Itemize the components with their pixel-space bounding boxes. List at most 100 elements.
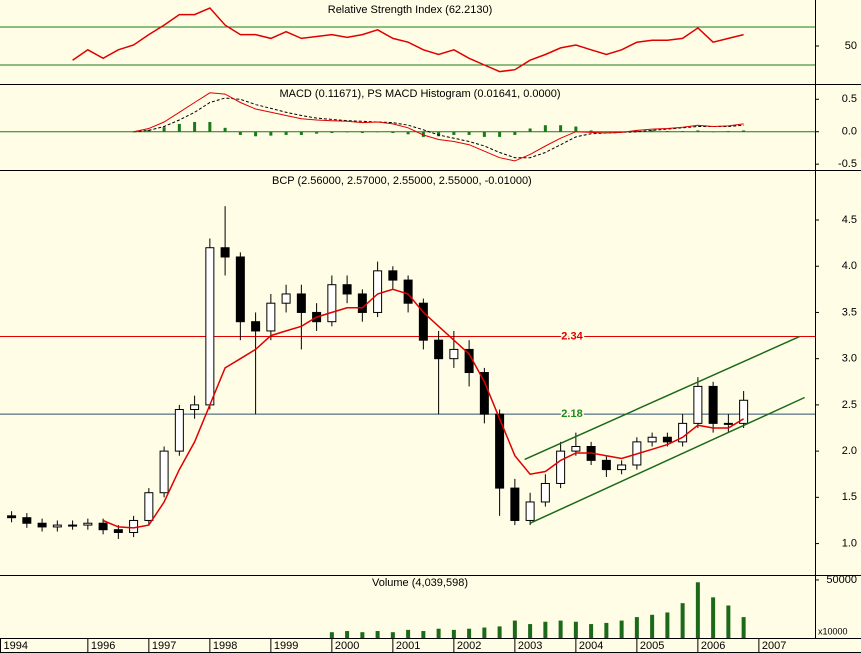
volume-bar — [711, 597, 716, 638]
candle-body — [403, 279, 413, 304]
y-tick-label: 4.5 — [842, 214, 857, 226]
candle-body — [571, 445, 581, 452]
histogram-bar — [223, 127, 227, 132]
y-tick-label: -0.5 — [838, 158, 857, 170]
y-tick-label: 0.0 — [842, 126, 857, 138]
histogram-bar — [269, 131, 273, 136]
candle-body — [129, 519, 139, 533]
histogram-bar — [681, 131, 685, 132]
signal-line — [133, 97, 744, 159]
volume-bar — [741, 617, 746, 638]
histogram-bar — [467, 131, 471, 135]
histogram-bar — [315, 131, 319, 134]
histogram-bar — [406, 131, 410, 135]
candle-body — [373, 270, 383, 313]
histogram-bar — [513, 131, 517, 135]
histogram-bar — [726, 131, 730, 132]
candle-body — [296, 293, 306, 313]
y-tick-label: 50 — [845, 40, 857, 52]
histogram-bar — [482, 131, 486, 137]
histogram-bar — [193, 121, 197, 132]
volume-bar — [467, 628, 472, 638]
histogram-bar — [437, 131, 441, 137]
volume-bar — [406, 629, 411, 638]
histogram-bar — [208, 121, 212, 132]
candle-body — [510, 487, 520, 521]
candle-body — [266, 302, 276, 332]
volume-bar — [589, 624, 594, 638]
x-tick-label: 1997 — [152, 640, 176, 652]
candle-body — [540, 482, 550, 503]
candle-body — [357, 293, 367, 313]
histogram-bar — [543, 125, 547, 132]
histogram-bar — [528, 128, 532, 132]
rsi-line — [72, 7, 744, 73]
volume-bar — [345, 631, 350, 638]
candle-body — [7, 515, 17, 519]
candle-body — [83, 522, 93, 526]
volume-bar — [390, 632, 395, 638]
candle-body — [342, 284, 352, 295]
x-tick-label: 1998 — [213, 640, 237, 652]
histogram-bar — [177, 123, 181, 132]
channel-line — [524, 335, 801, 461]
volume-bar — [619, 620, 624, 638]
histogram-bar — [498, 131, 502, 137]
candle-body — [98, 522, 108, 531]
y-tick-label: 1.0 — [842, 537, 857, 549]
volume-bar — [726, 605, 731, 638]
volume-bar — [558, 620, 563, 638]
volume-bar — [695, 582, 700, 638]
candle-body — [708, 385, 718, 424]
candle-body — [647, 436, 657, 443]
y-tick-label: 4.0 — [842, 260, 857, 272]
candle-body — [174, 409, 184, 452]
volume-bar — [360, 632, 365, 638]
y-tick-label: 3.0 — [842, 353, 857, 365]
histogram-bar — [299, 131, 303, 135]
x-tick-label: 2006 — [701, 640, 725, 652]
y-tick-label: 3.5 — [842, 306, 857, 318]
histogram-bar — [711, 131, 715, 133]
candle-body — [205, 247, 215, 406]
candle-body — [68, 524, 78, 527]
volume-bar — [436, 628, 441, 638]
volume-bar — [512, 620, 517, 638]
candle-body — [449, 348, 459, 360]
volume-bar — [650, 614, 655, 638]
candle-body — [190, 404, 200, 411]
x-tick-label: 2000 — [335, 640, 359, 652]
candle-body — [495, 413, 505, 489]
candle-body — [723, 422, 733, 425]
candle-body — [327, 284, 337, 323]
y-tick-label: 1.5 — [842, 491, 857, 503]
candle-body — [113, 529, 123, 533]
unit-label: x10000 — [818, 626, 848, 636]
candle-body — [434, 339, 444, 360]
histogram-bar — [574, 126, 578, 132]
histogram-bar — [238, 131, 242, 135]
candle-body — [601, 459, 611, 471]
candle-body — [388, 270, 398, 281]
volume-bar — [482, 627, 487, 638]
y-tick-label: 2.0 — [842, 445, 857, 457]
histogram-bar — [376, 131, 380, 133]
volume-bar — [604, 622, 609, 638]
volume-bar — [497, 626, 502, 638]
histogram-bar — [665, 131, 669, 132]
volume-bar — [329, 632, 334, 638]
candle-body — [479, 372, 489, 415]
candle-body — [159, 450, 169, 494]
candle-body — [556, 450, 566, 484]
y-tick-label: 2.5 — [842, 399, 857, 411]
histogram-bar — [589, 130, 593, 132]
x-tick-label: 2003 — [518, 640, 542, 652]
candle-body — [235, 256, 245, 323]
volume-bar — [665, 612, 670, 638]
candle-body — [251, 321, 261, 332]
histogram-bar — [330, 131, 334, 134]
candle-body — [617, 464, 627, 471]
